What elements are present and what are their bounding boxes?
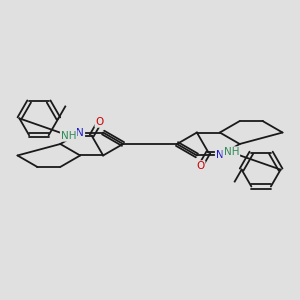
Text: NH: NH [224,147,239,158]
Text: O: O [96,117,104,127]
Text: N: N [76,128,84,137]
Text: NH: NH [61,130,76,141]
Text: N: N [216,151,224,160]
Text: O: O [196,161,204,171]
